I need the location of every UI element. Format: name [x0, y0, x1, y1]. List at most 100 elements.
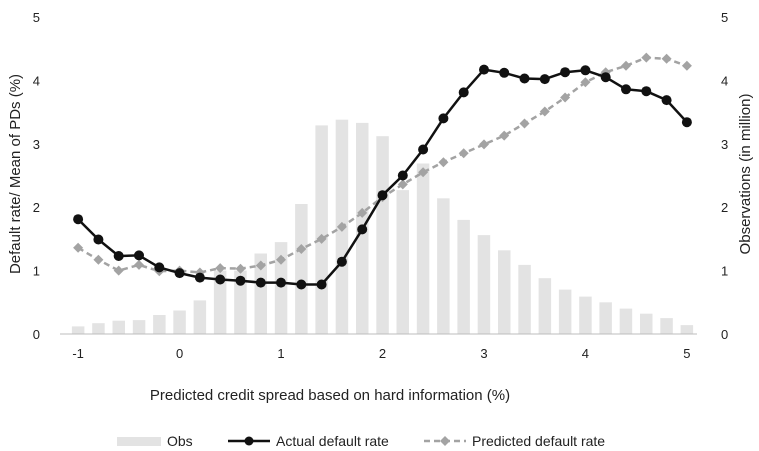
x-tick-label: 4 — [582, 346, 589, 361]
obs-bar — [640, 313, 653, 334]
obs-bar — [680, 325, 694, 334]
predicted-default-rate-point — [316, 233, 327, 244]
legend-predicted-label: Predicted default rate — [472, 433, 605, 449]
obs-bar — [234, 270, 247, 334]
predicted-default-rate-point — [418, 167, 429, 178]
predicted-default-rate-point — [235, 263, 246, 274]
y-left-tick-label: 0 — [33, 327, 40, 342]
y-axis-left-title: Default rate/ Mean of PDs (%) — [7, 74, 24, 274]
obs-bar — [498, 250, 511, 334]
actual-default-rate-point — [194, 272, 205, 283]
obs-bar — [660, 318, 673, 334]
x-tick-label: 5 — [683, 346, 690, 361]
y-axis-right-title: Observations (in million) — [737, 94, 754, 255]
predicted-default-rate-point — [681, 60, 692, 71]
axes: -1 0 1 2 3 4 5 0 1 2 3 4 5 0 1 2 3 4 5 — [33, 10, 728, 361]
actual-default-rate-point — [113, 251, 124, 261]
obs-bar — [579, 296, 592, 334]
y-right-tick-label: 0 — [721, 327, 728, 342]
actual-default-rate-point — [681, 117, 692, 128]
legend-item-actual: Actual default rate — [228, 433, 389, 449]
actual-default-rate-point — [134, 250, 144, 261]
x-tick-label: 0 — [176, 346, 183, 361]
predicted-default-rate-point — [357, 207, 368, 218]
predicted-default-rate-point — [580, 77, 591, 88]
actual-default-rate-point — [296, 279, 307, 290]
obs-bar — [153, 315, 166, 334]
legend-actual-label: Actual default rate — [276, 433, 389, 449]
legend-actual-marker — [244, 436, 254, 446]
predicted-default-rate-point — [479, 139, 489, 150]
legend-item-obs: Obs — [117, 433, 193, 449]
y-right-tick-label: 1 — [721, 264, 728, 279]
actual-default-rate-point — [621, 84, 631, 95]
obs-bar — [416, 163, 430, 334]
actual-default-rate-point — [276, 277, 286, 288]
actual-default-rate-point — [600, 72, 611, 83]
actual-default-rate-point — [255, 277, 266, 288]
legend-item-predicted: Predicted default rate — [424, 433, 605, 449]
y-right-tick-label: 2 — [721, 200, 728, 215]
obs-bar — [477, 235, 491, 334]
predicted-default-rate-point — [336, 221, 347, 232]
actual-default-rate-point — [641, 86, 652, 97]
actual-default-rate-point — [93, 234, 104, 245]
actual-default-rate-point — [397, 170, 408, 181]
obs-bar — [558, 289, 572, 334]
obs-bars — [71, 119, 694, 335]
predicted-default-rate-point — [661, 53, 672, 64]
obs-bar — [295, 204, 308, 334]
obs-bar — [254, 253, 267, 334]
actual-default-rate-point — [316, 279, 327, 290]
x-tick-label: 3 — [480, 346, 487, 361]
actual-default-rate-point — [479, 64, 489, 75]
actual-default-rate-point — [560, 67, 571, 78]
obs-bar — [274, 242, 288, 334]
y-left-tick-label: 1 — [33, 264, 40, 279]
obs-bar — [376, 136, 389, 334]
actual-default-rate-point — [661, 95, 672, 106]
predicted-default-rate-point — [458, 148, 469, 159]
actual-default-rate-point — [418, 144, 429, 155]
actual-default-rate-point — [499, 67, 510, 78]
obs-bar — [396, 190, 409, 334]
legend-predicted-marker — [440, 436, 450, 446]
actual-default-rate-point — [539, 74, 550, 85]
actual-default-rate-point — [357, 224, 368, 235]
y-left-tick-label: 5 — [33, 10, 40, 25]
predicted-default-rate-point — [397, 179, 408, 190]
actual-default-rate-point — [154, 262, 165, 273]
actual-default-rate-point — [438, 113, 449, 124]
predicted-default-rate-point — [276, 254, 286, 265]
obs-bar — [92, 323, 105, 334]
actual-default-rate-point — [377, 190, 388, 201]
legend: Obs Actual default rate Predicted defaul… — [117, 433, 605, 449]
obs-bar — [599, 302, 612, 334]
y-left-tick-label: 2 — [33, 200, 40, 215]
actual-default-rate-point — [519, 73, 530, 84]
predicted-default-rate-point — [539, 106, 550, 117]
obs-bar — [112, 320, 125, 334]
y-right-tick-label: 4 — [721, 73, 728, 88]
predicted-default-rate-point — [438, 157, 449, 168]
obs-bar — [71, 326, 85, 334]
obs-bar — [457, 219, 470, 334]
obs-bar — [437, 198, 450, 334]
predicted-default-rate-point — [134, 259, 144, 270]
actual-default-rate-point — [336, 256, 347, 267]
predicted-default-rate-point — [641, 52, 652, 63]
legend-obs-swatch — [117, 437, 161, 446]
obs-bar — [315, 125, 328, 335]
actual-default-rate-point — [215, 274, 226, 285]
y-right-tick-label: 5 — [721, 10, 728, 25]
x-tick-label: 2 — [379, 346, 386, 361]
predicted-default-rate-point — [296, 244, 307, 254]
predicted-default-rate-point — [621, 60, 631, 71]
predicted-default-rate-point — [560, 92, 571, 103]
predicted-default-rate-point — [519, 118, 530, 129]
y-left-tick-label: 3 — [33, 137, 40, 152]
obs-bar — [619, 308, 633, 334]
actual-default-rate-point — [235, 275, 246, 286]
